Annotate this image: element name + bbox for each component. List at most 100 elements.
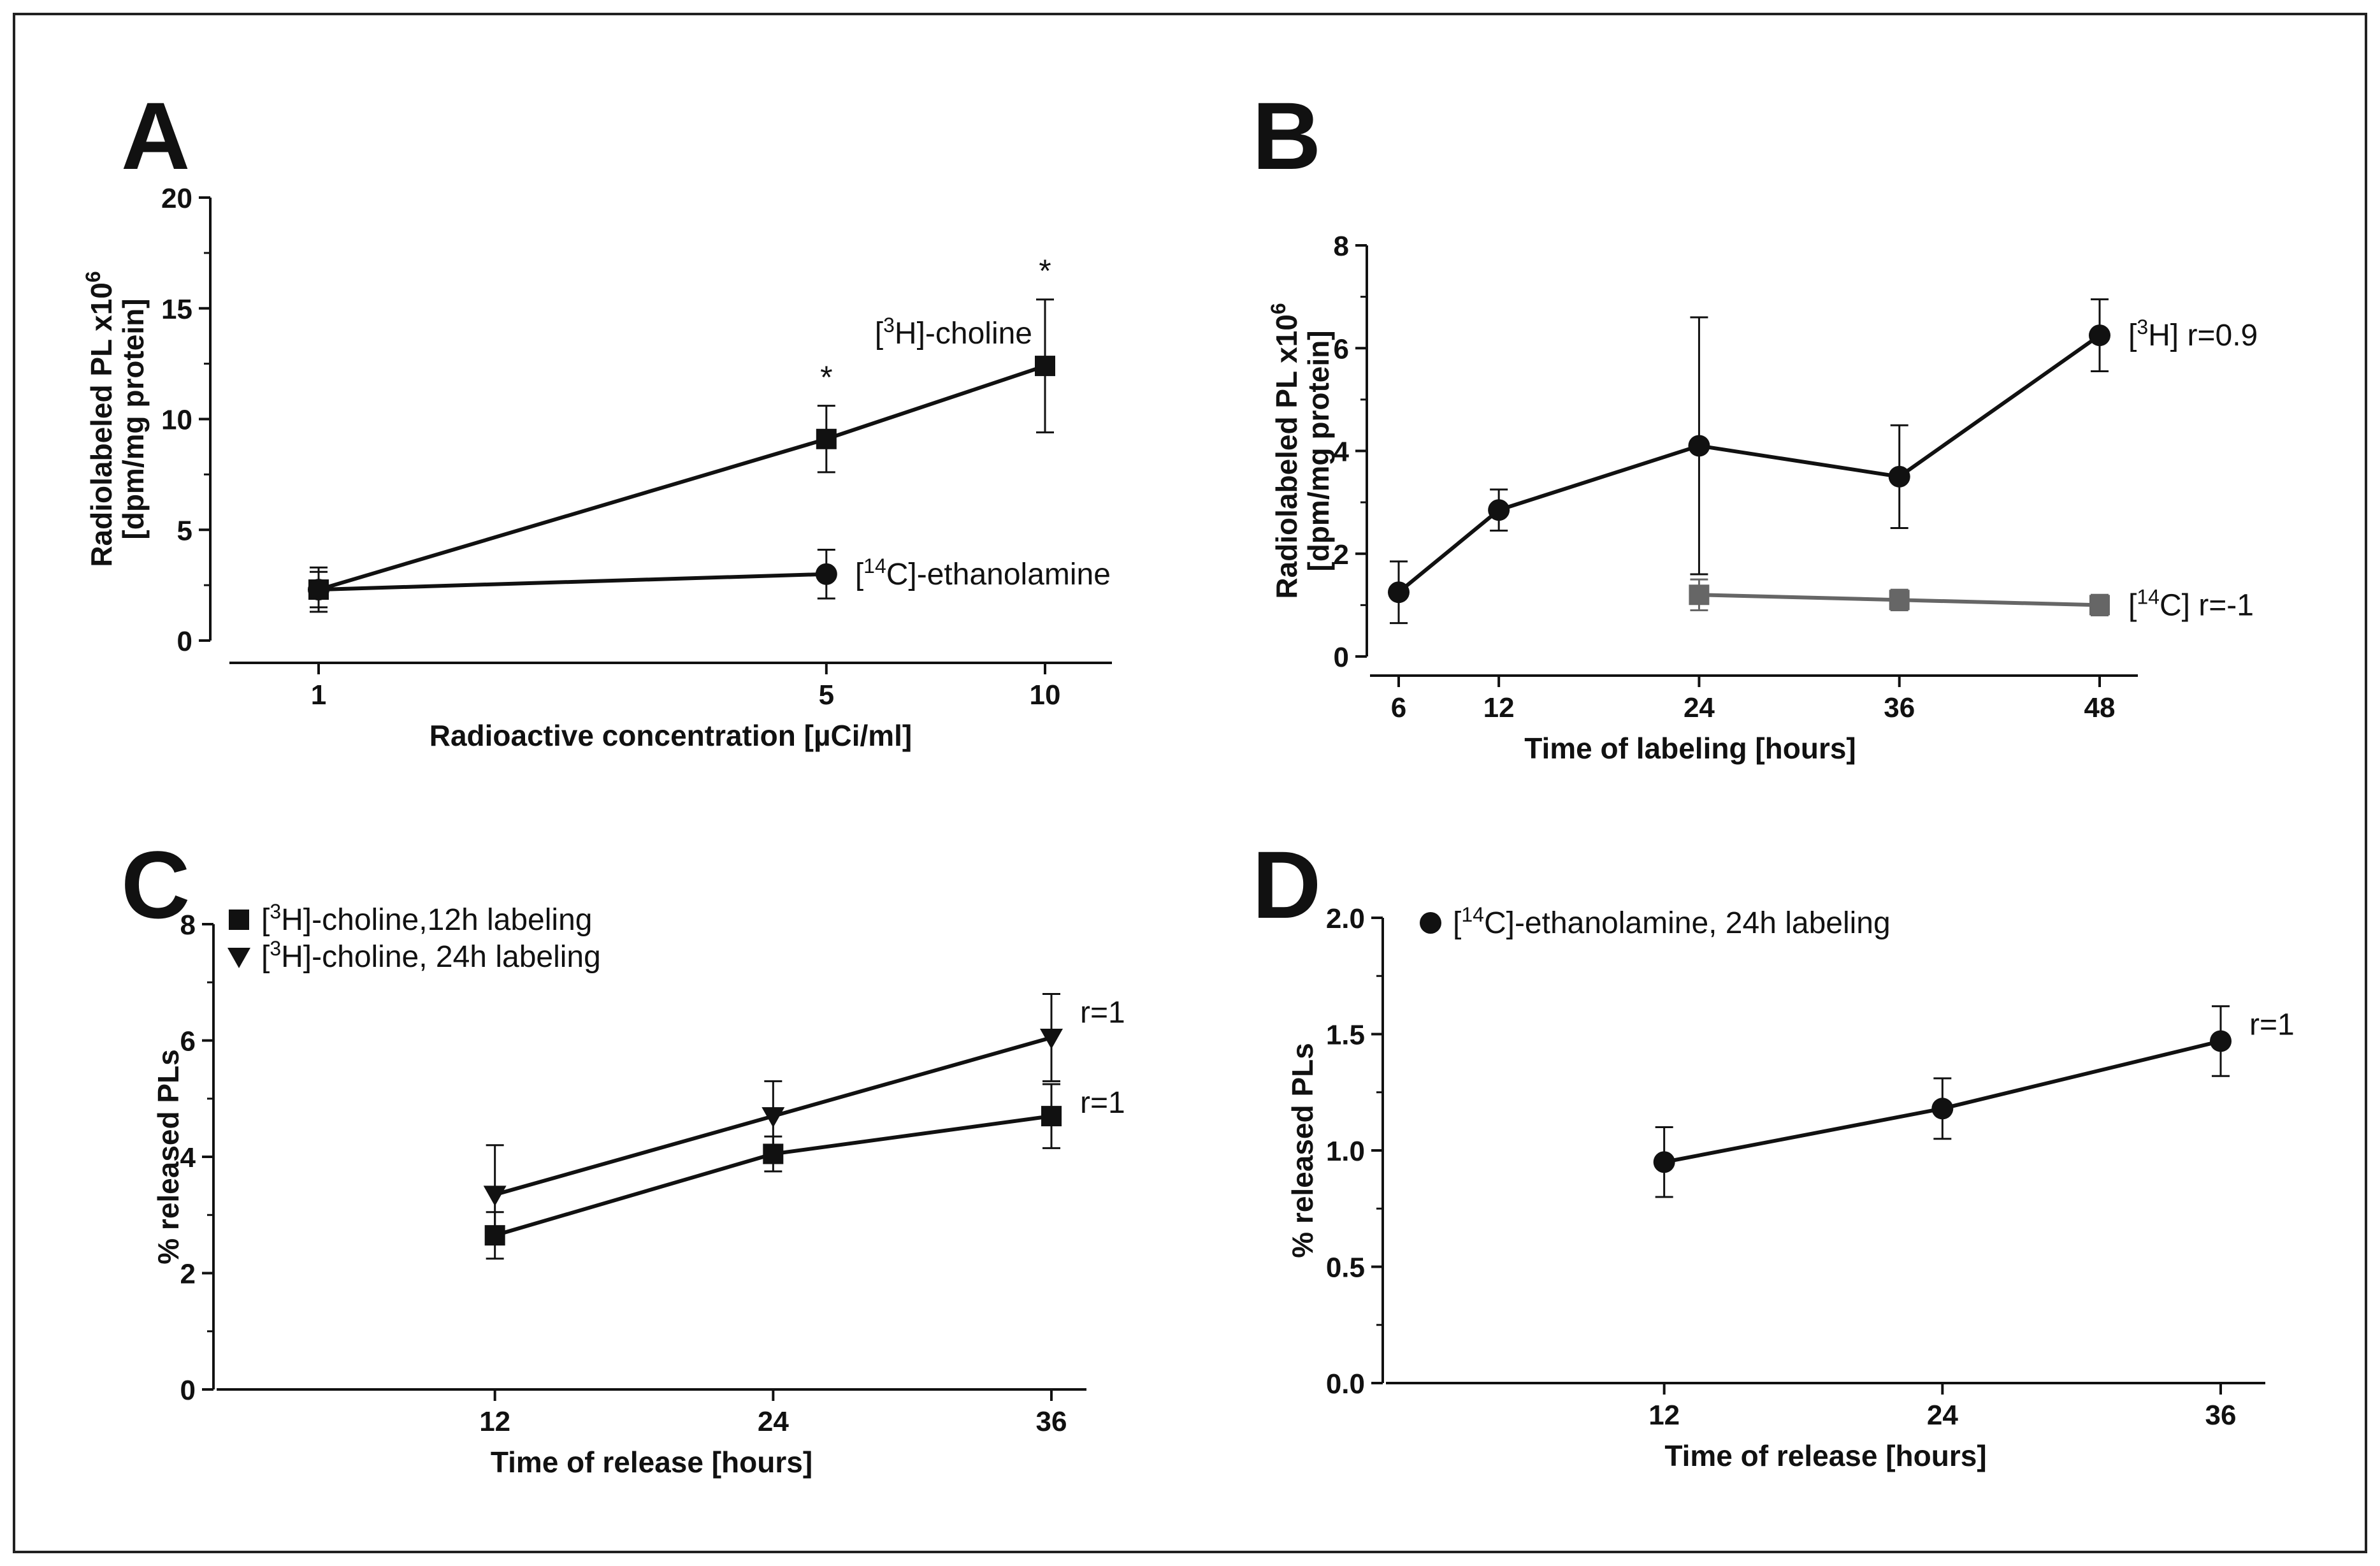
legend-label: [3H]-choline, 24h labeling <box>261 937 601 974</box>
data-point <box>816 428 837 449</box>
x-tick-label: 36 <box>1036 1406 1067 1437</box>
y-tick-label: 0 <box>177 626 192 657</box>
x-tick-label: 36 <box>2205 1400 2237 1431</box>
y-tick-label: 15 <box>161 294 192 325</box>
series-end-label: r=1 <box>1080 1086 1125 1120</box>
y-tick-label: 8 <box>1334 231 1349 262</box>
significance-star: * <box>1039 253 1051 289</box>
x-tick-label: 36 <box>1884 692 1915 723</box>
y-axis-label-line1: % released PLs <box>152 1049 185 1265</box>
series-1: [14C] r=-1 <box>1689 578 2254 622</box>
panel-d: D 0.0 0.5 1.0 1.5 2.0 12 24 36 Time of release [… <box>1252 831 2295 1472</box>
y-tick-label: 6 <box>180 1026 196 1057</box>
y-axis-label: % released PLs <box>152 1049 185 1265</box>
legend: [14C]-ethanolamine, 24h labeling <box>1420 903 1891 940</box>
series-label: [3H]-choline <box>875 314 1032 351</box>
data-point <box>1041 1106 1062 1127</box>
legend-marker <box>1420 912 1441 934</box>
y-axis-label-line2: [dpm/mg protein] <box>1302 330 1335 571</box>
x-tick-label: 24 <box>1927 1400 1958 1431</box>
data-point <box>1488 499 1510 521</box>
data-point <box>308 579 329 601</box>
y-tick-label: 20 <box>161 183 192 214</box>
y-axis-label: Radiolabeled PL x106[dpm/mg protein] <box>1267 303 1335 598</box>
y-tick-label: 1.0 <box>1326 1136 1365 1167</box>
x-axis-label: Time of release [hours] <box>491 1446 812 1479</box>
series-label: [3H] r=0.9 <box>2128 315 2258 352</box>
y-tick-label: 2 <box>180 1259 196 1290</box>
y-tick-label: 4 <box>180 1142 196 1173</box>
y-tick-label: 0 <box>1334 642 1349 673</box>
x-tick-label: 12 <box>1483 692 1515 723</box>
x-tick-label: 48 <box>2084 692 2116 723</box>
legend-marker <box>229 910 249 930</box>
x-tick-label: 5 <box>819 679 834 711</box>
data-point <box>1889 590 1910 611</box>
data-point <box>483 1185 507 1207</box>
panel-letter-b: B <box>1252 82 1321 189</box>
x-tick-label: 12 <box>1648 1400 1680 1431</box>
y-tick-label: 0 <box>180 1375 196 1406</box>
y-axis-label-line1: Radiolabeled PL x106 <box>1267 303 1303 598</box>
y-tick-label: 0.0 <box>1326 1368 1365 1400</box>
data-point <box>1689 584 1710 605</box>
x-tick-label: 12 <box>479 1406 510 1437</box>
data-point <box>1388 581 1410 604</box>
data-point <box>815 563 837 585</box>
legend-marker <box>227 948 250 968</box>
x-axis-label: Time of release [hours] <box>1664 1439 1986 1472</box>
x-tick-label: 10 <box>1030 679 1061 711</box>
y-tick-label: 5 <box>177 515 192 546</box>
significance-star: * <box>820 359 832 395</box>
series-1: r=1 <box>483 993 1125 1245</box>
y-axis-label: % released PLs <box>1286 1043 1319 1258</box>
data-point <box>1653 1151 1675 1173</box>
x-axis-label: Radioactive concentration [µCi/ml] <box>429 719 912 752</box>
data-point <box>1888 465 1910 488</box>
data-point <box>2089 595 2110 616</box>
legend-label: [14C]-ethanolamine, 24h labeling <box>1453 903 1891 940</box>
y-tick-label: 1.5 <box>1326 1020 1365 1051</box>
y-tick-label: 2 <box>1334 539 1349 570</box>
series-0: [3H] r=0.9 <box>1388 298 2258 625</box>
series-line <box>318 364 1046 591</box>
legend: [3H]-choline,12h labeling[3H]-choline, 2… <box>227 900 601 974</box>
panel-letter-c: C <box>121 831 190 938</box>
figure-frame <box>13 13 2367 1553</box>
data-point <box>1931 1098 1954 1120</box>
panel-letter-d: D <box>1252 831 1321 938</box>
series-label: [14C]-ethanolamine <box>855 555 1111 591</box>
y-tick-label: 10 <box>161 405 192 436</box>
data-point <box>2210 1030 2232 1052</box>
data-point <box>1035 356 1055 377</box>
series-0: r=1 <box>1653 1005 2295 1198</box>
y-tick-label: 0.5 <box>1326 1252 1365 1284</box>
y-axis-label-line2: [dpm/mg protein] <box>117 298 150 539</box>
series-end-label: r=1 <box>1080 996 1125 1030</box>
y-tick-label: 6 <box>1334 333 1349 365</box>
series-line <box>1397 333 2101 594</box>
y-tick-label: 2.0 <box>1326 903 1365 934</box>
y-tick-label: 8 <box>180 910 196 941</box>
series-label: [14C] r=-1 <box>2128 585 2254 622</box>
y-axis-label-line1: Radiolabeled PL x106 <box>82 271 118 567</box>
panel-letter-a: A <box>121 82 190 189</box>
x-axis-label: Time of labeling [hours] <box>1524 732 1856 765</box>
data-point <box>761 1107 785 1128</box>
data-point <box>1688 435 1710 457</box>
series-end-label: r=1 <box>2249 1008 2295 1042</box>
y-axis-label-line1: % released PLs <box>1286 1043 1319 1258</box>
series-line <box>318 572 826 592</box>
legend-label: [3H]-choline,12h labeling <box>261 900 592 937</box>
x-tick-label: 1 <box>311 679 326 711</box>
x-tick-label: 24 <box>758 1406 789 1437</box>
data-point <box>2089 324 2110 347</box>
data-point <box>1040 1028 1063 1049</box>
x-tick-label: 6 <box>1391 692 1406 723</box>
y-tick-label: 4 <box>1334 437 1350 468</box>
series-1: [14C]-ethanolamine <box>308 549 1111 609</box>
